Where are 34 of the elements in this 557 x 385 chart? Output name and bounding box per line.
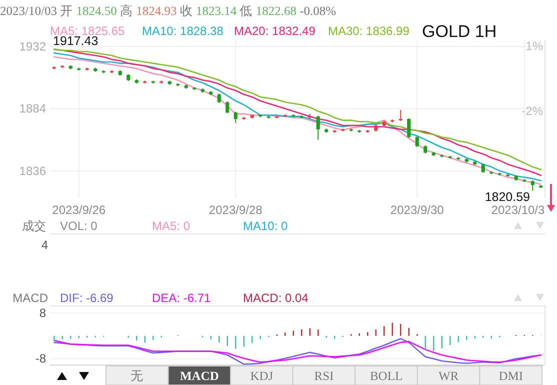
text: VOL: 0 — [60, 219, 98, 233]
y-tick-label: 1836 — [19, 164, 46, 178]
text: KDJ — [250, 369, 274, 383]
text: WR — [438, 369, 460, 383]
text: MACD — [180, 369, 219, 383]
text: BOLL — [370, 369, 403, 383]
text: DEA: -6.71 — [152, 291, 212, 305]
y-tick-label: 1884 — [19, 102, 46, 116]
y-tick-label: 1932 — [19, 39, 46, 54]
x-tick-label: 2023/10/3 — [491, 203, 546, 217]
y2-tick-label: 1% — [526, 39, 544, 54]
chart-title: MACD — [12, 291, 48, 305]
chart-subtitle: GOLD 1H — [422, 22, 497, 41]
y-tick-label: 8 — [39, 306, 46, 320]
text: 无 — [130, 369, 144, 383]
y-tick-label: -8 — [35, 352, 46, 366]
series-label: MACD: 0.04 — [243, 291, 309, 305]
x-tick-label: 2023/9/26 — [52, 203, 106, 217]
text: MA20: 1832.49 — [234, 24, 316, 38]
text: DMI — [498, 369, 524, 383]
y2-tick-label: -2% — [522, 104, 544, 118]
x-tick-label: 2023/9/30 — [390, 203, 444, 217]
text: 4 — [41, 238, 48, 252]
text: 成交 — [22, 219, 46, 233]
annotation: 1917.43 — [53, 34, 98, 48]
text: DIF: -6.69 — [60, 291, 114, 305]
text: MA10: 1828.38 — [142, 24, 224, 38]
text: RSI — [314, 369, 334, 383]
annotation: 1820.59 — [484, 190, 530, 204]
text: MA10: 0 — [243, 219, 288, 233]
text: MA30: 1836.99 — [328, 24, 410, 38]
text: MA5: 0 — [152, 219, 190, 233]
chart-title: 2023/10/03 开 1824.50 高 1824.93 收 1823.14 低 1822.68 -0.08% — [0, 4, 336, 18]
x-tick-label: 2023/9/28 — [208, 203, 263, 217]
